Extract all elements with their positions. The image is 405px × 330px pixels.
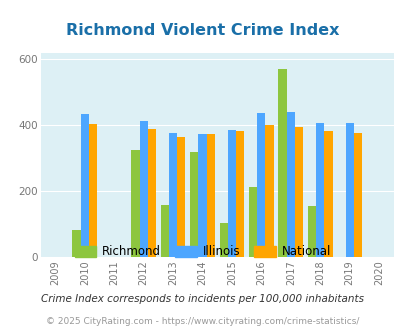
Bar [345, 123, 353, 257]
Bar [324, 131, 332, 257]
Text: Richmond Violent Crime Index: Richmond Violent Crime Index [66, 23, 339, 38]
Legend: Richmond, Illinois, National: Richmond, Illinois, National [70, 241, 335, 263]
Bar [168, 133, 177, 257]
Bar [206, 134, 214, 257]
Bar [198, 134, 206, 257]
Bar [294, 127, 303, 257]
Bar [219, 223, 227, 257]
Bar [278, 69, 286, 257]
Bar [286, 112, 294, 257]
Bar [139, 121, 147, 257]
Bar [227, 130, 235, 257]
Bar [307, 206, 315, 257]
Bar [177, 137, 185, 257]
Text: © 2025 CityRating.com - https://www.cityrating.com/crime-statistics/: © 2025 CityRating.com - https://www.city… [46, 317, 359, 326]
Text: Crime Index corresponds to incidents per 100,000 inhabitants: Crime Index corresponds to incidents per… [41, 294, 364, 304]
Bar [72, 230, 81, 257]
Bar [89, 124, 97, 257]
Bar [190, 152, 198, 257]
Bar [353, 133, 361, 257]
Bar [257, 113, 265, 257]
Bar [81, 114, 89, 257]
Bar [131, 150, 139, 257]
Bar [147, 129, 156, 257]
Bar [248, 187, 257, 257]
Bar [235, 131, 244, 257]
Bar [160, 205, 168, 257]
Bar [265, 125, 273, 257]
Bar [315, 123, 324, 257]
